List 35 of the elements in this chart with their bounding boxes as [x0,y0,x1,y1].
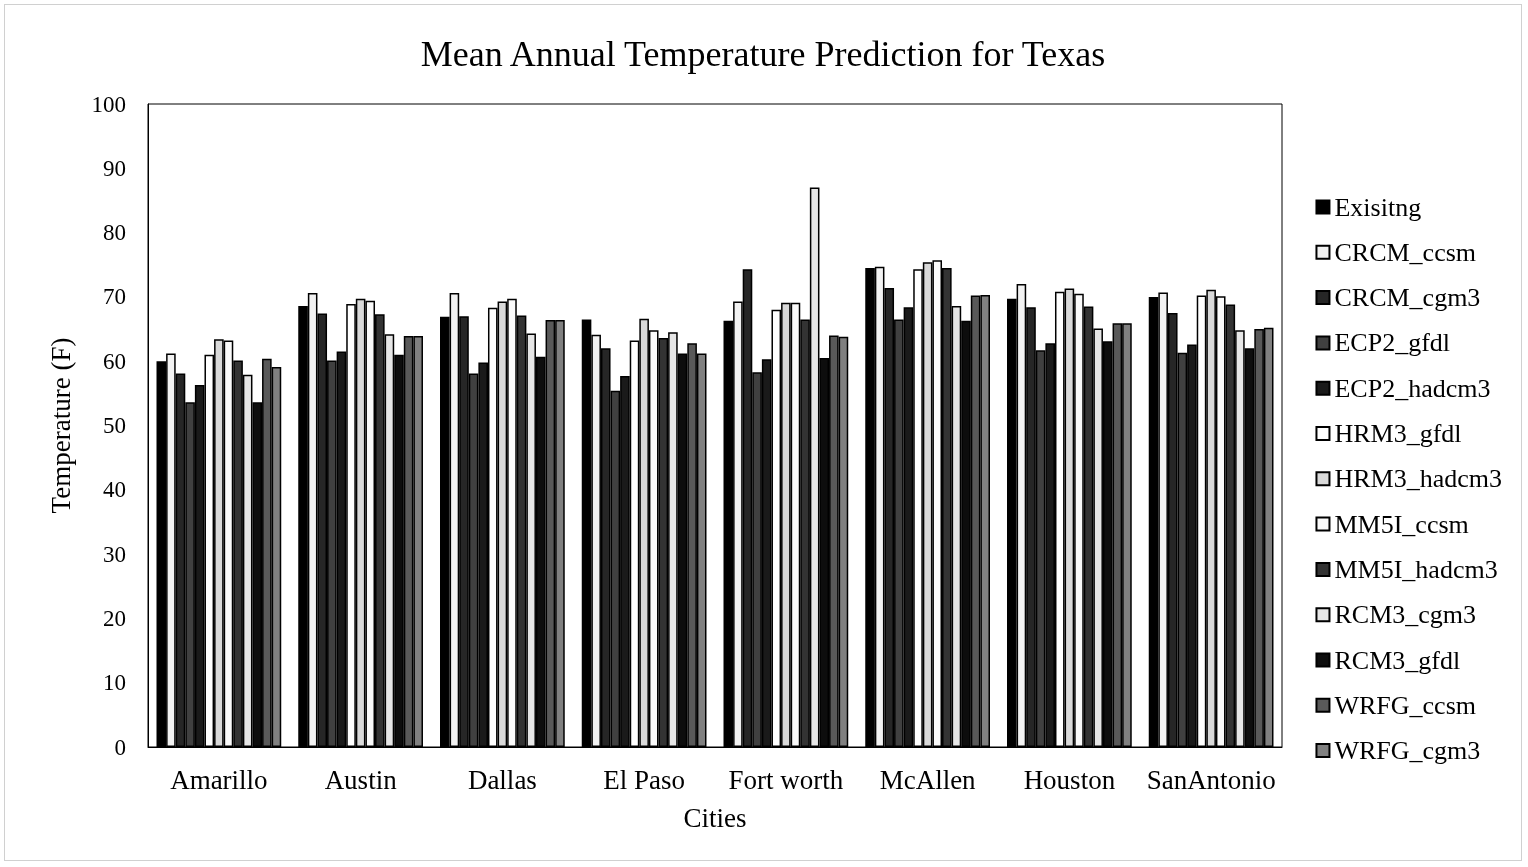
y-tick-label: 60 [103,348,126,374]
legend-label: RCM3_gfdl [1334,645,1461,675]
y-tick-label: 0 [114,734,126,760]
x-tick-label: Amarillo [170,764,268,795]
y-tick-label: 30 [103,541,126,567]
legend-label: ECP2_gfdl [1334,328,1451,358]
legend-label: Exisitng [1334,192,1422,222]
y-tick-label: 10 [103,670,126,696]
x-tick-label: Fort worth [728,764,844,795]
x-tick-label: Austin [324,764,398,795]
legend-label: ECP2_hadcm3 [1334,373,1491,403]
y-tick-label: 40 [103,477,126,503]
legend-label: MM5I_hadcm3 [1334,554,1498,584]
legend-label: RCM3_cgm3 [1334,600,1477,630]
y-tick-label: 90 [103,155,126,181]
legend-label: HRM3_gfdl [1334,419,1462,448]
y-tick-label: 20 [103,605,126,631]
legend-label: WRFG_cgm3 [1334,736,1481,766]
x-tick-label: Houston [1023,764,1116,795]
y-tick-label: 80 [103,220,126,246]
legend-label: MM5I_ccsm [1334,509,1469,539]
x-tick-label: McAllen [879,764,977,795]
legend-label: CRCM_ccsm [1334,237,1477,267]
legend-label: WRFG_ccsm [1334,690,1477,720]
x-axis-title: Cities [683,802,747,833]
x-tick-label: SanAntonio [1146,764,1276,795]
y-axis-title: Temperature (F) [45,337,76,514]
x-tick-label: Dallas [467,764,537,795]
y-tick-label: 100 [91,91,126,117]
legend-label: CRCM_cgm3 [1334,283,1481,313]
y-tick-label: 50 [103,413,126,438]
x-tick-label: El Paso [603,764,686,795]
chart-title: Mean Annual Temperature Prediction for Texas [420,34,1106,74]
y-tick-label: 70 [103,284,126,310]
legend-label: HRM3_hadcm3 [1334,464,1503,494]
